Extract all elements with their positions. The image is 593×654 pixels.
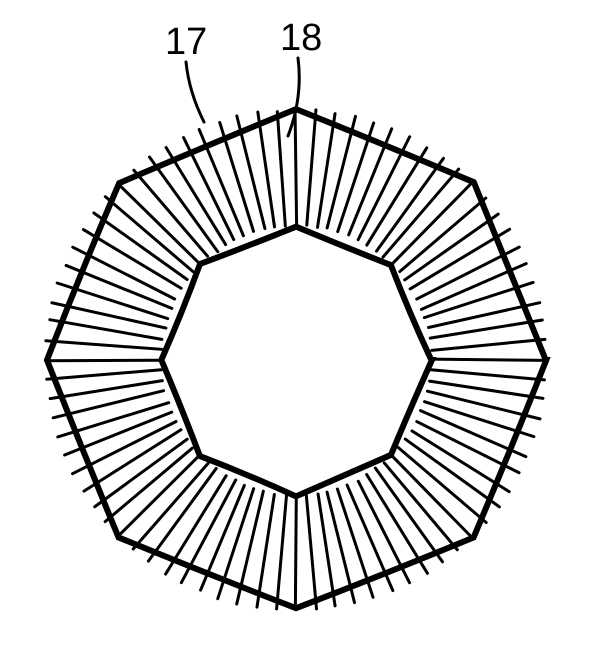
spoke bbox=[46, 341, 162, 350]
spoke bbox=[277, 112, 285, 226]
spoke bbox=[133, 463, 208, 549]
spoke bbox=[95, 439, 187, 507]
spoke bbox=[277, 495, 287, 609]
spoke bbox=[432, 339, 545, 350]
spoke bbox=[295, 109, 297, 225]
spoke bbox=[392, 182, 472, 263]
spoke bbox=[307, 110, 316, 225]
spoke bbox=[94, 213, 187, 280]
label-18: 18 bbox=[280, 17, 322, 59]
spoke bbox=[105, 197, 193, 272]
spoke bbox=[398, 447, 486, 522]
ring-diagram bbox=[46, 109, 547, 609]
spoke bbox=[134, 170, 208, 256]
spoke bbox=[306, 495, 316, 609]
spoke bbox=[295, 496, 296, 609]
inner-circle bbox=[161, 227, 432, 497]
spoke bbox=[118, 184, 201, 265]
spoke bbox=[149, 157, 217, 252]
spoke bbox=[383, 169, 459, 257]
spoke bbox=[118, 455, 200, 537]
leader-line-18 bbox=[288, 58, 299, 136]
spoke bbox=[405, 214, 498, 280]
spoke bbox=[431, 359, 545, 360]
spoke bbox=[105, 448, 192, 521]
spoke bbox=[405, 439, 499, 507]
spoke bbox=[391, 454, 473, 537]
spoke bbox=[400, 198, 486, 271]
spoke bbox=[46, 360, 162, 361]
spoke bbox=[375, 468, 442, 562]
spoke bbox=[430, 370, 545, 380]
labels: 1718 bbox=[165, 17, 322, 136]
spoke bbox=[384, 463, 457, 550]
label-17: 17 bbox=[165, 21, 207, 63]
leader-line-17 bbox=[186, 62, 204, 122]
spoke bbox=[47, 370, 162, 379]
